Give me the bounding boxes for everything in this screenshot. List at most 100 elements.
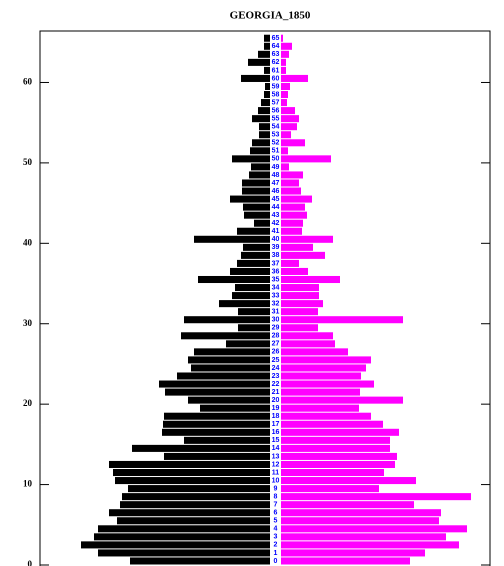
age-label: 36 [272,268,280,275]
bar [281,227,302,235]
bar [115,477,270,485]
label-bg [270,412,281,421]
bar [238,308,270,316]
bar [261,99,270,107]
bar [194,348,270,356]
label-bg [270,516,281,525]
label-bg [270,396,281,405]
bar [194,235,270,243]
label-bg [270,82,281,91]
bar [281,557,410,565]
bar [281,340,335,348]
bar [98,525,270,533]
age-label: 50 [272,156,280,163]
bar [281,284,319,292]
bar [188,396,270,404]
bar [251,163,270,171]
age-label: 54 [272,124,280,131]
bar [264,34,270,42]
label-bg [270,251,281,260]
age-label: 37 [272,260,280,267]
label-bg [270,363,281,372]
bar [281,187,301,195]
label-bg [270,492,281,501]
bar [281,50,289,58]
age-label: 12 [272,461,280,468]
bar [281,179,299,187]
bar [181,332,270,340]
age-label: 23 [272,373,280,380]
bar [232,155,270,163]
bar [281,404,359,412]
label-bg [270,187,281,196]
bar [281,155,331,163]
bar [281,275,340,284]
label-bg [270,219,281,228]
bar [281,356,371,364]
label-bg [270,508,281,517]
bar [281,468,384,477]
age-label: 24 [272,365,280,372]
age-label: 42 [272,220,280,227]
age-label: 63 [272,51,280,58]
label-bg [270,283,281,292]
label-bg [270,74,281,83]
bar [130,557,270,565]
bar [162,428,270,436]
age-label: 59 [272,83,280,90]
label-bg [270,476,281,485]
y-tick-label: 0 [28,559,33,566]
label-bg [270,339,281,348]
label-bg [270,444,281,453]
bar [98,549,270,557]
label-bg [270,42,281,51]
bar [177,372,270,380]
y-tick-label: 10 [23,479,33,489]
bar [281,316,403,324]
label-bg [270,556,281,565]
label-bg [270,540,281,549]
bar [184,436,270,444]
bar [163,420,270,428]
label-bg [270,291,281,300]
bar [281,171,303,179]
age-label: 64 [272,43,280,50]
bar [281,533,446,541]
age-label: 31 [272,309,280,316]
bar [281,267,308,275]
age-label: 11 [272,469,280,476]
bar [259,131,270,139]
label-bg [270,548,281,557]
bar [281,501,414,509]
label-bg [270,420,281,429]
label-bg [270,380,281,389]
bar [281,163,289,171]
bar [281,82,290,91]
age-label: 5 [274,518,278,525]
bar [281,219,303,227]
bar [281,324,318,332]
label-bg [270,58,281,67]
age-label: 6 [274,510,278,517]
label-bg [270,170,281,179]
bar [264,91,270,99]
label-bg [270,227,281,236]
bar [281,147,288,155]
bar [281,332,333,340]
label-bg [270,162,281,171]
bar [281,477,416,485]
age-label: 41 [272,228,280,235]
age-label: 17 [272,421,280,428]
label-bg [270,235,281,244]
bar [226,340,270,348]
y-tick-label: 20 [23,398,33,408]
bar [281,549,425,557]
age-label: 35 [272,276,280,283]
bar [281,123,297,131]
bar [249,171,270,179]
age-label: 51 [272,148,280,155]
age-label: 33 [272,292,280,299]
bar [241,74,270,82]
age-label: 4 [274,526,278,533]
bar [281,58,286,66]
